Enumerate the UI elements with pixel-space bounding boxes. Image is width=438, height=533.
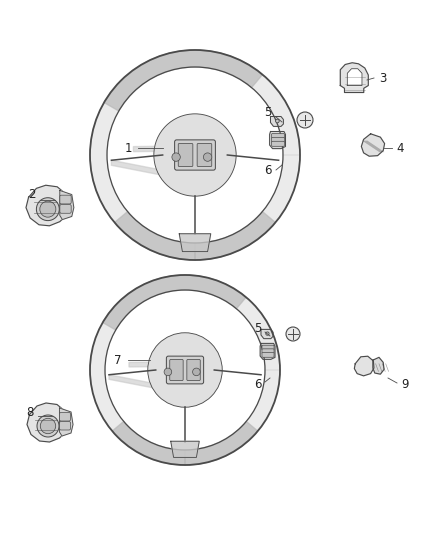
FancyBboxPatch shape [197,143,212,166]
Polygon shape [340,63,368,93]
Polygon shape [27,403,70,442]
FancyBboxPatch shape [60,422,71,430]
FancyBboxPatch shape [60,205,71,213]
Polygon shape [112,422,185,465]
Circle shape [40,201,56,217]
FancyBboxPatch shape [60,413,71,421]
Polygon shape [373,357,384,374]
FancyBboxPatch shape [262,349,274,353]
Polygon shape [103,275,246,330]
Text: 3: 3 [379,71,387,85]
Polygon shape [361,134,385,156]
Polygon shape [185,422,258,465]
Circle shape [40,418,56,434]
FancyBboxPatch shape [272,138,284,142]
Polygon shape [261,329,273,338]
Polygon shape [179,234,211,252]
Polygon shape [271,117,283,126]
Polygon shape [90,275,280,465]
Polygon shape [60,408,73,436]
Circle shape [297,112,313,128]
Polygon shape [104,50,262,111]
Polygon shape [260,343,275,359]
Text: 6: 6 [254,378,262,392]
Polygon shape [354,356,374,376]
Circle shape [266,332,269,335]
Circle shape [193,368,200,376]
Text: 4: 4 [396,141,404,155]
FancyBboxPatch shape [272,141,284,146]
FancyBboxPatch shape [60,195,71,204]
FancyBboxPatch shape [187,359,200,381]
Text: 6: 6 [264,164,272,176]
FancyBboxPatch shape [272,133,284,139]
Polygon shape [115,212,195,260]
Polygon shape [90,50,300,260]
Text: 9: 9 [401,378,409,392]
Polygon shape [347,69,362,85]
FancyBboxPatch shape [175,140,215,170]
Circle shape [36,198,59,221]
Polygon shape [270,132,286,149]
Polygon shape [109,362,164,388]
Circle shape [276,119,279,123]
FancyBboxPatch shape [166,356,204,384]
Circle shape [164,368,172,376]
Text: 5: 5 [264,107,272,119]
Circle shape [154,114,236,196]
Text: 5: 5 [254,321,261,335]
FancyBboxPatch shape [262,345,274,350]
Circle shape [286,327,300,341]
Circle shape [203,153,212,161]
Polygon shape [60,190,74,220]
Polygon shape [195,212,276,260]
Polygon shape [111,146,172,175]
Text: 7: 7 [114,353,122,367]
Polygon shape [26,185,70,226]
FancyBboxPatch shape [178,143,193,166]
Circle shape [148,333,222,407]
Polygon shape [171,441,199,457]
Text: 8: 8 [26,406,34,418]
Text: 1: 1 [124,141,132,155]
FancyBboxPatch shape [262,352,274,357]
FancyBboxPatch shape [170,359,183,381]
Circle shape [37,415,59,437]
Text: 2: 2 [28,189,36,201]
Circle shape [172,153,180,161]
